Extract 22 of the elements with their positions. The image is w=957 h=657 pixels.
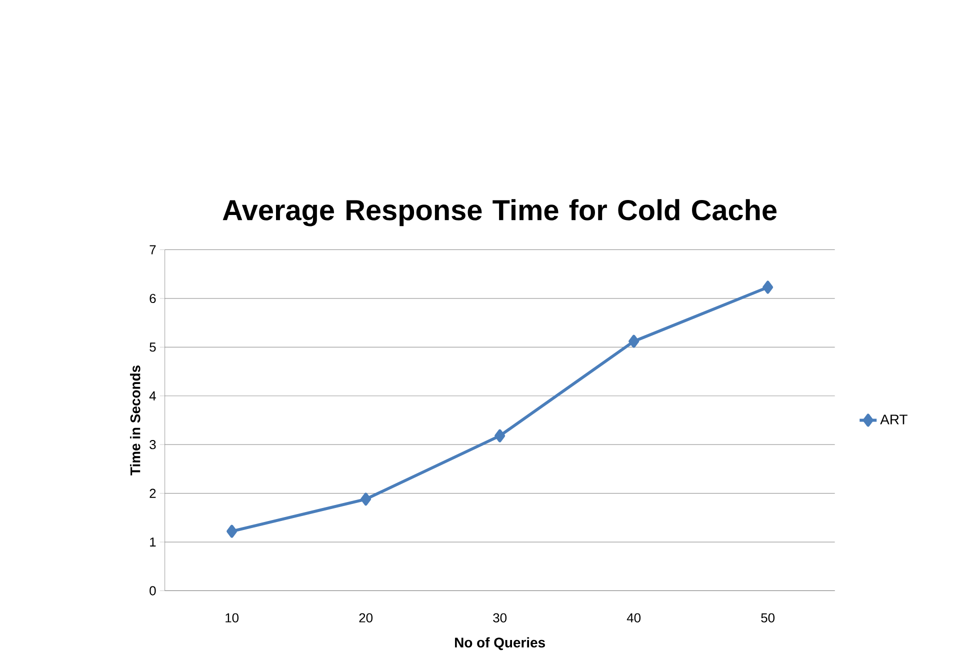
y-axis-title: Time in Seconds	[130, 366, 140, 476]
x-tick-label: 40	[626, 613, 641, 622]
x-tick-label: 50	[761, 613, 775, 622]
y-tick-label: 0	[150, 586, 156, 596]
y-tick-label: 6	[150, 294, 156, 304]
x-tick-label: 20	[359, 613, 373, 622]
y-tick-label: 5	[150, 342, 156, 352]
legend-label: ART	[880, 414, 908, 424]
y-tick-label: 7	[150, 245, 156, 254]
x-tick-label: 10	[226, 613, 239, 622]
y-tick-label: 4	[149, 391, 156, 400]
y-tick-label: 2	[150, 488, 156, 498]
point	[226, 524, 238, 538]
chart-title: Average Response Time for Cold Cache	[222, 199, 777, 226]
x-axis-title: No of Queries	[455, 637, 545, 650]
y-tick-label: 3	[150, 440, 156, 450]
point	[628, 334, 640, 348]
point	[494, 429, 506, 442]
x-tick-label: 30	[493, 613, 507, 622]
point	[762, 280, 774, 294]
point	[360, 492, 372, 506]
y-tick-label: 1	[150, 538, 156, 546]
